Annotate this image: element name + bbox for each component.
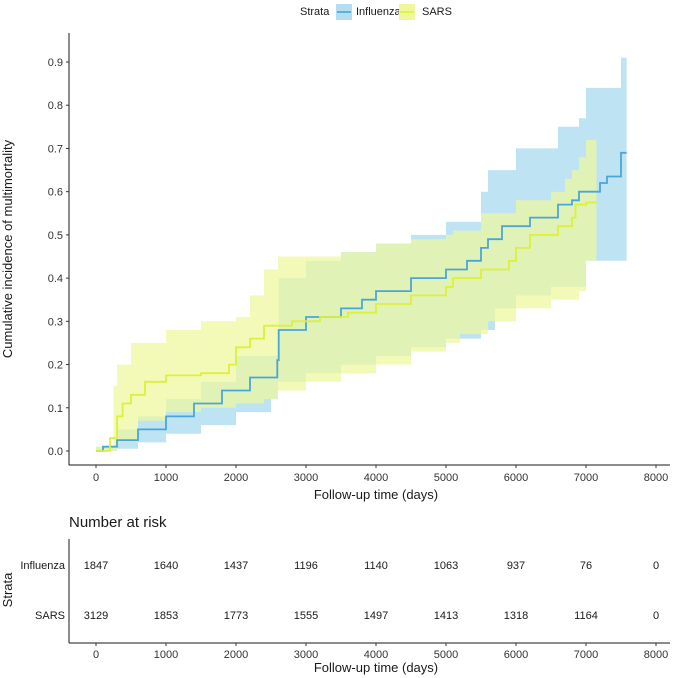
y-tick-label: 0.0 [48,446,63,458]
risk-row-label-influenza: Influenza [20,560,66,572]
incidence-curves [96,151,627,452]
risk-cell-sars: 1413 [434,610,458,622]
risk-table: Number at risk Strata Influenza SARS 184… [0,514,670,675]
x-tick-label: 2000 [224,472,248,484]
y-tick-label: 0.3 [48,316,63,328]
risk-cell-sars: 3129 [84,610,108,622]
y-tick-label: 0.6 [48,187,63,199]
y-tick-label: 0.4 [48,273,63,285]
risk-x-tick-label: 1000 [154,649,178,661]
y-ticks: 0.0 0.1 0.2 0.3 0.4 0.5 0.6 0.7 0.8 0.9 [48,57,69,458]
x-ticks: 0 1000 2000 3000 4000 5000 6000 7000 8000 [93,465,668,484]
risk-cells: 1847 1640 1437 1196 1140 1063 937 76 0 3129 1853 17… [84,560,659,622]
x-axis-label: Follow-up time (days) [314,487,438,502]
risk-table-title: Number at risk [69,514,167,531]
risk-x-tick-label: 7000 [574,649,598,661]
risk-x-ticks: 0 1000 2000 3000 4000 5000 6000 7000 8000 [93,643,668,661]
x-tick-label: 1000 [154,472,178,484]
risk-cell-sars: 1318 [504,610,528,622]
risk-cell-sars: 1164 [574,610,598,622]
risk-row-label-sars: SARS [35,610,65,622]
risk-cell-influenza: 1140 [364,560,388,572]
risk-cell-influenza: 1063 [434,560,458,572]
risk-cell-sars: 1497 [364,610,388,622]
risk-cell-influenza: 1847 [84,560,108,572]
series-line-sars [96,201,597,452]
risk-x-tick-label: 0 [93,649,99,661]
risk-cell-influenza: 0 [653,560,659,572]
risk-cell-influenza: 1196 [294,560,318,572]
risk-cell-sars: 1773 [224,610,248,622]
legend-label-sars: SARS [422,6,452,18]
risk-x-tick-label: 3000 [294,649,318,661]
risk-cell-sars: 0 [653,610,659,622]
y-tick-label: 0.7 [48,143,63,155]
legend: Strata Influenza SARS [300,4,452,20]
y-tick-label: 0.5 [48,230,63,242]
plot-area: 0.0 0.1 0.2 0.3 0.4 0.5 0.6 0.7 0.8 0.9 0 1000 2000… [0,33,670,502]
confidence-band-sars [96,135,597,451]
risk-x-tick-label: 6000 [504,649,528,661]
confidence-bands [96,57,627,451]
x-tick-label: 4000 [364,472,388,484]
legend-title: Strata [300,6,330,18]
x-tick-label: 5000 [434,472,458,484]
y-tick-label: 0.8 [48,100,63,112]
x-tick-label: 6000 [504,472,528,484]
risk-x-tick-label: 2000 [224,649,248,661]
x-tick-label: 8000 [644,472,668,484]
risk-x-tick-label: 8000 [644,649,668,661]
risk-x-tick-label: 4000 [364,649,388,661]
x-tick-label: 0 [93,472,99,484]
risk-cell-influenza: 1437 [224,560,248,572]
risk-cell-influenza: 937 [507,560,525,572]
y-tick-label: 0.2 [48,360,63,372]
y-tick-label: 0.1 [48,403,63,415]
risk-cell-influenza: 76 [580,560,592,572]
risk-cell-sars: 1555 [294,610,318,622]
risk-x-axis-label: Follow-up time (days) [314,660,438,675]
risk-strata-label: Strata [0,572,15,607]
risk-cell-influenza: 1640 [154,560,178,572]
x-tick-label: 7000 [574,472,598,484]
y-axis-label: Cumulative incidence of multimortality [0,139,15,358]
risk-cell-sars: 1853 [154,610,178,622]
x-tick-label: 3000 [294,472,318,484]
legend-label-influenza: Influenza [356,6,402,18]
y-tick-label: 0.9 [48,57,63,69]
risk-x-tick-label: 5000 [434,649,458,661]
series-line-influenza [96,151,627,452]
